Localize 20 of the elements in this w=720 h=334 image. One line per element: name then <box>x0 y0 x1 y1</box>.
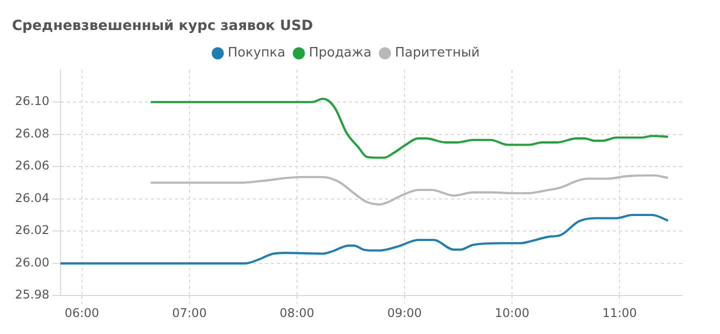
x-tick-label: 08:00 <box>280 306 314 320</box>
legend-label: Паритетный <box>394 46 480 61</box>
chart-title: Средневзвешенный курс заявок USD <box>12 18 313 34</box>
y-tick-label: 26.04 <box>14 190 50 205</box>
y-tick-label: 25.98 <box>14 288 50 302</box>
legend-label: Покупка <box>228 46 286 61</box>
x-tick-label: 07:00 <box>172 306 207 320</box>
line-series <box>150 98 670 159</box>
x-tick-label: 09:00 <box>387 306 422 320</box>
y-tick-label: 26.08 <box>14 126 50 140</box>
y-tick-label: 26.06 <box>14 158 50 173</box>
x-tick-label: 11:00 <box>602 306 637 320</box>
x-tick-label: 10:00 <box>494 306 530 320</box>
x-tick-label: 06:00 <box>64 306 100 320</box>
y-tick-label: 26.02 <box>14 223 50 238</box>
y-tick-label: 26.10 <box>14 94 50 108</box>
line-series <box>150 174 670 206</box>
line-series <box>60 214 670 264</box>
legend-label: Продажа <box>308 46 372 61</box>
y-tick-label: 26.00 <box>14 255 50 270</box>
